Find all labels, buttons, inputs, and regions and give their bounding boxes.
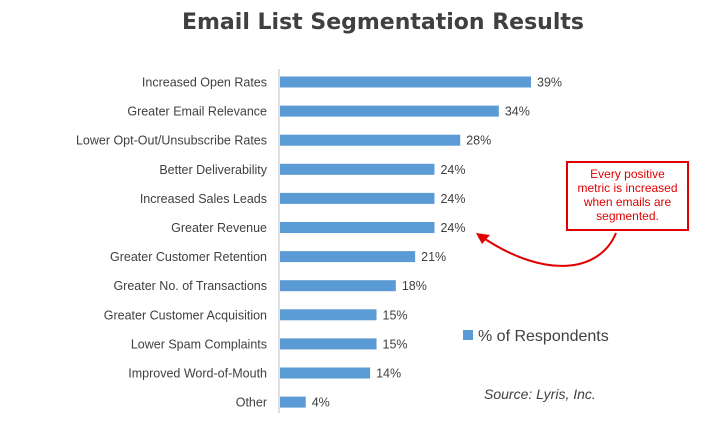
callout-line: metric is increased: [577, 181, 678, 195]
category-label: Greater No. of Transactions: [113, 279, 267, 293]
callout-line: when emails are: [583, 195, 672, 209]
value-label: 24%: [440, 192, 465, 206]
category-label: Better Deliverability: [159, 163, 267, 177]
bar: [280, 309, 377, 321]
callout-line: segmented.: [596, 209, 659, 223]
value-label: 15%: [383, 337, 408, 351]
value-label: 24%: [440, 163, 465, 177]
bar: [280, 251, 416, 263]
bar: [280, 280, 396, 292]
category-label: Lower Opt-Out/Unsubscribe Rates: [76, 134, 267, 148]
callout-arrow: [481, 232, 617, 267]
bar: [280, 338, 377, 350]
category-label: Greater Customer Acquisition: [104, 308, 267, 322]
legend-label: % of Respondents: [478, 328, 609, 345]
source-note: Source: Lyris, Inc.: [484, 386, 596, 402]
value-label: 34%: [505, 105, 530, 119]
value-label: 15%: [383, 308, 408, 322]
value-label: 24%: [440, 221, 465, 235]
bar: [280, 134, 461, 146]
category-label: Improved Word-of-Mouth: [128, 367, 267, 381]
bar: [280, 105, 499, 117]
category-label: Other: [236, 396, 267, 410]
callout-arrowhead: [476, 233, 490, 244]
callout-box: Every positive metric is increased when …: [566, 161, 689, 231]
bar: [280, 192, 435, 204]
value-label: 4%: [312, 396, 330, 410]
category-label: Increased Sales Leads: [140, 192, 267, 206]
value-label: 14%: [376, 367, 401, 381]
bar: [280, 76, 531, 88]
value-label: 18%: [402, 279, 427, 293]
bar: [280, 396, 306, 408]
bar: [280, 367, 371, 379]
bar: [280, 222, 435, 233]
callout-line: Every positive: [590, 167, 665, 181]
value-label: 28%: [466, 134, 491, 148]
category-label: Greater Customer Retention: [110, 250, 267, 264]
value-label: 21%: [421, 250, 446, 264]
category-label: Lower Spam Complaints: [131, 337, 267, 351]
bar: [280, 163, 435, 175]
category-label: Increased Open Rates: [142, 76, 267, 90]
legend: % of Respondents: [463, 328, 609, 345]
chart-title: Email List Segmentation Results: [182, 10, 584, 35]
category-label: Greater Email Relevance: [127, 105, 267, 119]
category-label: Greater Revenue: [171, 221, 267, 235]
value-label: 39%: [537, 76, 562, 90]
legend-swatch: [463, 330, 473, 340]
